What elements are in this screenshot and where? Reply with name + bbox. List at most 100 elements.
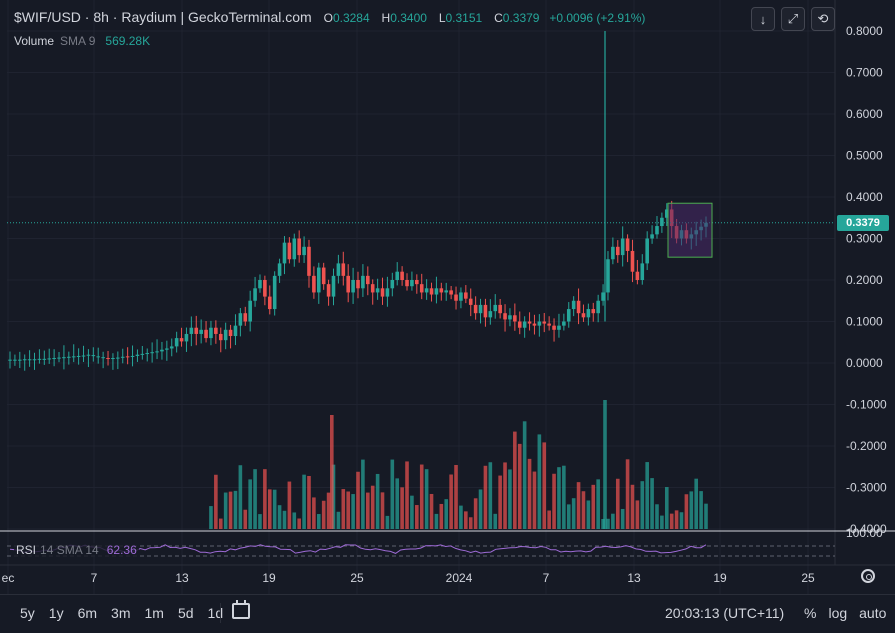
- volume-bar: [439, 503, 444, 529]
- time-tick-label: 19: [262, 571, 276, 585]
- calendar-icon[interactable]: [232, 600, 250, 619]
- volume-bar: [263, 469, 267, 529]
- volume-bar: [366, 492, 370, 529]
- range-3m[interactable]: 3m: [111, 605, 131, 621]
- range-1d[interactable]: 1d: [207, 605, 224, 621]
- settings-gear-icon[interactable]: [861, 569, 875, 583]
- candle-body: [194, 327, 199, 334]
- volume-bar: [611, 513, 615, 529]
- camera-icon[interactable]: ⟲: [811, 7, 835, 31]
- candle-body: [150, 352, 154, 354]
- volume-bar: [503, 462, 507, 529]
- auto-toggle[interactable]: auto: [859, 605, 887, 621]
- volume-bar: [625, 459, 630, 529]
- range-5y[interactable]: 5y: [20, 605, 35, 621]
- time-axis[interactable]: ec 7 13 19 25 2024 7 13 19 25: [2, 571, 815, 585]
- candle-body: [116, 357, 120, 359]
- close-label: C: [494, 11, 503, 25]
- candle-body: [316, 267, 321, 293]
- clock-display[interactable]: 20:03:13 (UTC+11): [665, 605, 785, 621]
- volume-bar: [684, 494, 689, 529]
- time-tick-label: ec: [2, 571, 15, 585]
- candle-body: [547, 323, 551, 326]
- candle-body: [429, 288, 434, 295]
- price-tick-label: -0.1000: [846, 398, 887, 412]
- arrow-down-icon[interactable]: ↓: [751, 7, 775, 31]
- candle-body: [52, 358, 56, 360]
- candle-body: [76, 355, 81, 357]
- volume-bar: [238, 465, 243, 529]
- candle-body: [478, 304, 483, 314]
- candle-body: [405, 280, 409, 287]
- volume-bar: [468, 517, 473, 529]
- candle-body: [223, 329, 228, 341]
- candle-body: [454, 294, 458, 301]
- candle-body: [228, 329, 233, 337]
- volume-bar: [375, 473, 380, 529]
- volume-bar: [449, 474, 453, 529]
- percent-toggle[interactable]: %: [804, 605, 817, 621]
- volume-value: 569.28K: [105, 34, 151, 48]
- volume-bar: [292, 512, 297, 529]
- time-tick-label: 2024: [446, 571, 473, 585]
- candle-body: [120, 356, 125, 358]
- range-1m[interactable]: 1m: [144, 605, 164, 621]
- volume-bar: [562, 465, 566, 529]
- price-axis[interactable]: 0.8000 0.7000 0.6000 0.5000 0.4000 0.3000 0.20…: [846, 24, 887, 536]
- candle-body: [439, 288, 444, 293]
- log-toggle[interactable]: log: [828, 605, 848, 621]
- candle-body: [47, 358, 52, 360]
- candle-body: [302, 246, 306, 256]
- candle-body: [537, 321, 542, 326]
- candle-body: [37, 358, 42, 360]
- candle-body: [513, 315, 517, 322]
- candle-body: [493, 304, 498, 312]
- candle-body: [375, 288, 380, 293]
- peak-volume-bar: [330, 415, 334, 529]
- volume-bar: [586, 500, 591, 529]
- volume-legend[interactable]: Volume SMA 9 569.28K: [14, 34, 150, 48]
- candle-body: [331, 275, 336, 297]
- volume-bar: [223, 492, 228, 529]
- range-1y[interactable]: 1y: [48, 605, 64, 621]
- candle-body: [640, 263, 645, 280]
- candle-body: [424, 288, 429, 293]
- volume-bar: [459, 505, 463, 529]
- open-label: O: [323, 11, 333, 25]
- candle-body: [174, 338, 179, 347]
- candle-body: [664, 209, 669, 218]
- candle-body: [282, 242, 287, 264]
- time-tick-label: 13: [627, 571, 641, 585]
- expand-icon[interactable]: ⤢: [781, 7, 805, 31]
- volume-bar: [694, 478, 698, 529]
- candle-body: [576, 300, 581, 314]
- volume-bar: [346, 491, 350, 529]
- symbol-title[interactable]: $WIF/USD · 8h · Raydium | GeckoTerminal.…: [14, 9, 312, 25]
- candle-body: [140, 353, 145, 355]
- volume-bar: [704, 503, 708, 529]
- range-6m[interactable]: 6m: [77, 605, 98, 621]
- volume-bar: [664, 487, 669, 529]
- volume-bar: [312, 497, 316, 529]
- close-value: 0.3379: [502, 11, 540, 25]
- candle-body: [326, 284, 331, 297]
- price-tick-label: 0.4000: [846, 190, 883, 204]
- volume-bar: [645, 462, 649, 529]
- candle-body: [606, 259, 610, 293]
- range-5d[interactable]: 5d: [177, 605, 194, 621]
- volume-bar: [321, 500, 326, 529]
- candle-body: [233, 325, 238, 337]
- volume-bar: [351, 494, 355, 529]
- candle-body: [27, 359, 32, 361]
- candle-body: [449, 290, 453, 295]
- volume-bar: [606, 518, 610, 529]
- candle-body: [42, 358, 47, 360]
- rsi-pane: 100.00: [7, 526, 883, 557]
- rsi-legend[interactable]: RSI 14 SMA 14 62.36: [14, 543, 139, 557]
- candle-body: [155, 351, 159, 353]
- candle-body: [370, 284, 375, 293]
- price-tick-label: -0.3000: [846, 481, 887, 495]
- candle-body: [503, 313, 507, 320]
- volume-bar: [282, 510, 287, 529]
